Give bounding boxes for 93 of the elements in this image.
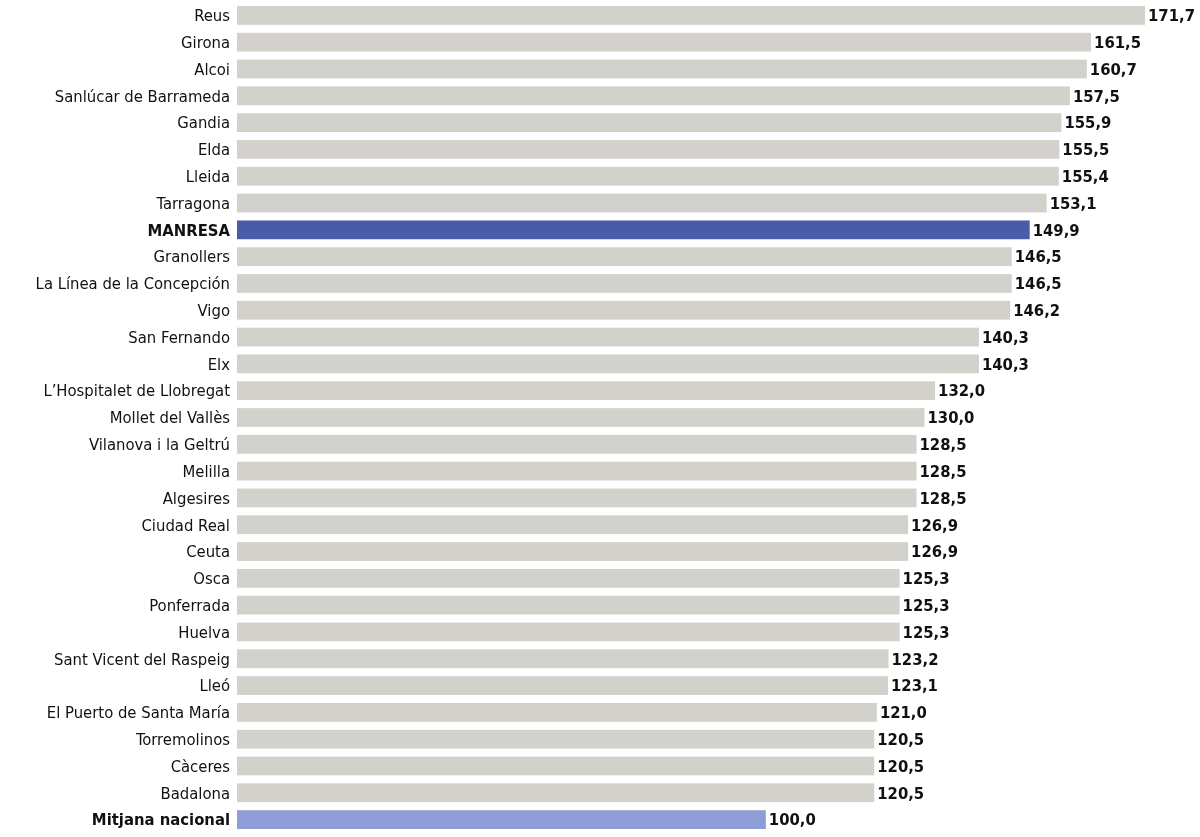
data-label: 146,2 (1013, 301, 1061, 321)
y-tick-label: Sanlúcar de Barrameda (54, 86, 230, 106)
data-label: 120,5 (877, 729, 925, 749)
y-tick-label: Gandia (177, 113, 230, 133)
data-label: 160,7 (1089, 59, 1137, 79)
bar (237, 32, 1092, 52)
data-label: 146,5 (1014, 274, 1062, 294)
y-tick-label: Lleida (185, 167, 230, 187)
data-label: 121,0 (879, 703, 927, 723)
bar (237, 140, 1060, 159)
bar (237, 568, 900, 588)
y-tick-label: Osca (193, 569, 230, 589)
data-label: 155,9 (1064, 113, 1112, 133)
data-label: 146,5 (1014, 247, 1062, 267)
y-tick-label: Tarragona (155, 193, 230, 213)
bar (237, 542, 909, 561)
y-tick-label: Sant Vicent del Raspeig (54, 649, 230, 669)
bar (237, 354, 979, 374)
bar (237, 193, 1047, 213)
y-tick-label: Elx (207, 354, 231, 374)
bar (237, 810, 766, 829)
bar (237, 408, 925, 427)
y-tick-label: Mitjana nacional (91, 810, 230, 830)
y-tick-label: Girona (181, 32, 230, 52)
data-label: 128,5 (919, 488, 967, 508)
bar (237, 488, 917, 508)
data-label: 126,9 (911, 542, 959, 562)
bar (237, 327, 979, 347)
y-tick-label: Melilla (182, 461, 230, 481)
bar (237, 381, 936, 401)
bar (237, 461, 917, 481)
bar (237, 676, 888, 695)
y-tick-label: Badalona (160, 783, 230, 803)
data-label: 125,3 (902, 622, 950, 642)
bar (237, 113, 1062, 133)
data-label: 123,2 (891, 649, 939, 669)
data-label: 153,1 (1049, 193, 1097, 213)
bar (237, 6, 1145, 25)
data-label: 126,9 (911, 515, 959, 535)
data-label: 130,0 (927, 408, 975, 428)
bar (237, 220, 1030, 240)
y-tick-label: Torremolinos (134, 729, 231, 749)
data-label: 128,5 (919, 435, 967, 455)
data-label: 125,3 (902, 569, 950, 589)
y-tick-label: La Línea de la Concepción (35, 274, 230, 294)
y-tick-label: San Fernando (128, 327, 230, 347)
y-tick-label: Mollet del Vallès (109, 408, 231, 428)
y-tick-label: Huelva (178, 622, 230, 642)
bar (237, 515, 909, 535)
y-tick-label: Càceres (170, 756, 231, 776)
bar (237, 247, 1012, 267)
y-tick-label: Ponferrada (149, 595, 230, 615)
bar (237, 274, 1012, 293)
data-label: 120,5 (877, 756, 925, 776)
data-label: 100,0 (768, 810, 816, 830)
bar (237, 86, 1070, 106)
bar (237, 702, 877, 722)
bar (237, 649, 889, 669)
y-tick-label: Granollers (153, 247, 231, 267)
bar (237, 434, 917, 454)
y-tick-label: Algesires (162, 488, 231, 508)
y-tick-label: Vilanova i la Geltrú (88, 435, 230, 455)
y-tick-label: Ciudad Real (141, 515, 230, 535)
y-tick-label: Ceuta (186, 542, 230, 562)
y-tick-label: Alcoi (194, 59, 230, 79)
data-label: 123,1 (890, 676, 938, 696)
data-label: 120,5 (877, 783, 925, 803)
data-label: 140,3 (981, 354, 1029, 374)
bar (237, 756, 875, 776)
data-label: 157,5 (1072, 86, 1120, 106)
bar (237, 166, 1059, 186)
data-label: 171,7 (1148, 6, 1195, 26)
y-tick-label: MANRESA (147, 220, 231, 240)
y-tick-label: L’Hospitalet de Llobregat (43, 381, 231, 401)
y-tick-label: Vigo (197, 301, 230, 321)
y-tick-label: Elda (197, 140, 230, 160)
bar (237, 300, 1011, 320)
y-tick-label: El Puerto de Santa María (46, 703, 230, 723)
data-label: 128,5 (919, 461, 967, 481)
data-label: 155,5 (1062, 140, 1110, 160)
data-label: 132,0 (938, 381, 986, 401)
bar (237, 729, 875, 749)
y-tick-label: Reus (194, 6, 231, 26)
bar (237, 595, 900, 615)
data-label: 125,3 (902, 595, 950, 615)
y-tick-label: Lleó (199, 676, 230, 696)
data-label: 155,4 (1061, 167, 1109, 187)
data-label: 140,3 (981, 327, 1029, 347)
bar (237, 622, 900, 642)
data-label: 149,9 (1032, 220, 1080, 240)
bar (237, 59, 1087, 79)
bar (237, 783, 875, 803)
data-label: 161,5 (1094, 32, 1142, 52)
